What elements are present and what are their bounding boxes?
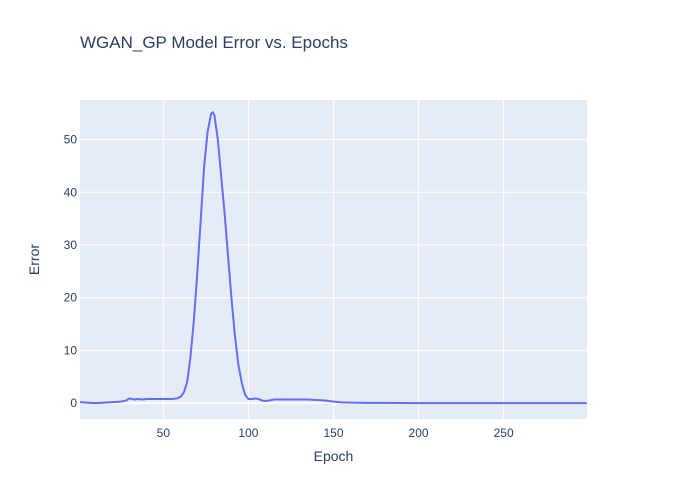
series-layer	[79, 111, 587, 405]
chart-title: WGAN_GP Model Error vs. Epochs	[80, 33, 348, 52]
tick-labels: 50 100 150 200 250 0 10 20 30 40 50	[64, 133, 514, 440]
x-axis-label: Epoch	[314, 448, 354, 464]
x-tick-label: 250	[494, 426, 514, 440]
y-tick-label: 0	[70, 396, 77, 410]
y-tick-label: 50	[64, 133, 78, 147]
y-axis-label: Error	[26, 244, 42, 275]
x-tick-label: 50	[157, 426, 171, 440]
grid	[80, 100, 587, 419]
x-tick-label: 100	[238, 426, 258, 440]
error-series-line	[79, 111, 587, 405]
y-tick-label: 40	[64, 185, 78, 199]
y-tick-label: 10	[64, 343, 78, 357]
x-tick-label: 200	[409, 426, 429, 440]
x-tick-label: 150	[323, 426, 343, 440]
y-tick-label: 20	[64, 291, 78, 305]
y-tick-label: 30	[64, 238, 78, 252]
